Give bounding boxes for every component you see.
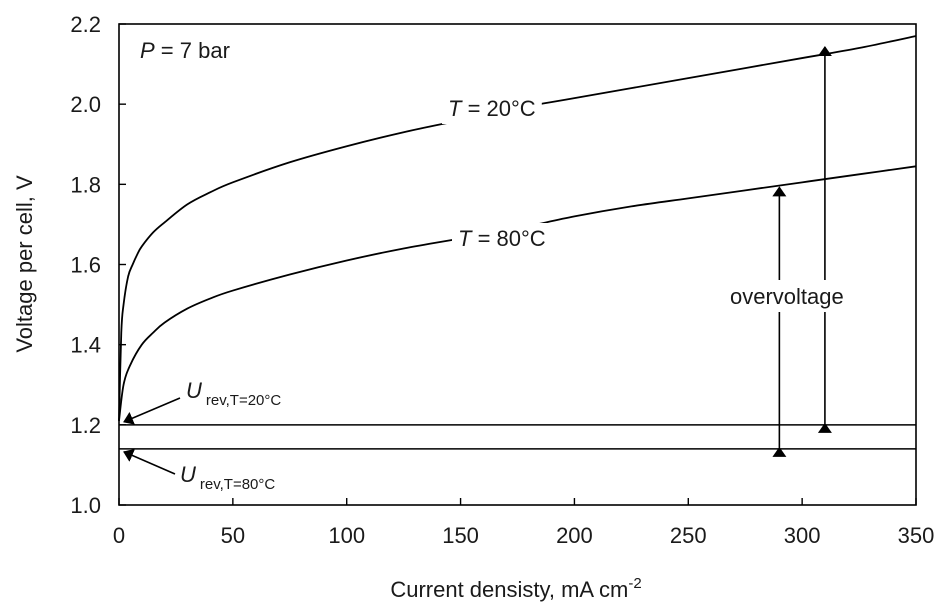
x-tick-label: 150 (442, 523, 479, 548)
x-tick-label: 250 (670, 523, 707, 548)
urev-80c-sub: rev,T=80°C (200, 476, 275, 493)
series-label-20c: T = 20°C (448, 96, 536, 121)
series-label-20c-var: T (448, 96, 463, 121)
y-tick-label: 1.0 (70, 493, 101, 518)
overvoltage-label-bg (722, 280, 886, 312)
urev-80c-var: U (180, 462, 196, 487)
series-label-80c-var: T (458, 226, 473, 251)
overvoltage-label: overvoltage (730, 284, 844, 309)
series-line-0 (118, 35, 917, 421)
pressure-var: P (140, 38, 155, 63)
x-axis-title-sup: -2 (628, 575, 641, 592)
y-tick-label: 1.4 (70, 333, 101, 358)
urev-80c-pointer (123, 449, 176, 475)
y-tick-label: 1.8 (70, 172, 101, 197)
urev-20c-var: U (186, 378, 202, 403)
x-tick-label: 300 (784, 523, 821, 548)
x-tick-label: 100 (328, 523, 365, 548)
urev-20c-pointer (123, 397, 181, 425)
x-tick-label: 0 (113, 523, 125, 548)
y-tick-label: 2.2 (70, 12, 101, 37)
series-label-80c-bg (452, 223, 552, 254)
pressure-label: P = 7 bar (140, 38, 230, 63)
series-label-20c-bg (442, 93, 542, 124)
series-line-1 (118, 165, 917, 421)
series-label-80c: T = 80°C (458, 226, 546, 251)
urev-20c-sub: rev,T=20°C (206, 392, 281, 409)
y-tick-label: 1.2 (70, 413, 101, 438)
y-tick-label: 1.6 (70, 253, 101, 278)
y-tick-label: 2.0 (70, 92, 101, 117)
y-axis-title: Voltage per cell, V (12, 175, 37, 353)
x-tick-label: 350 (898, 523, 935, 548)
x-tick-label: 50 (221, 523, 245, 548)
x-axis-title: Current densisty, mA cm-2 (390, 575, 641, 602)
x-tick-label: 200 (556, 523, 593, 548)
series-label-20c-rest: = 20°C (461, 96, 535, 121)
x-axis-title-text: Current densisty, mA cm (390, 577, 628, 602)
pressure-rest: = 7 bar (155, 38, 230, 63)
series-label-80c-rest: = 80°C (471, 226, 545, 251)
